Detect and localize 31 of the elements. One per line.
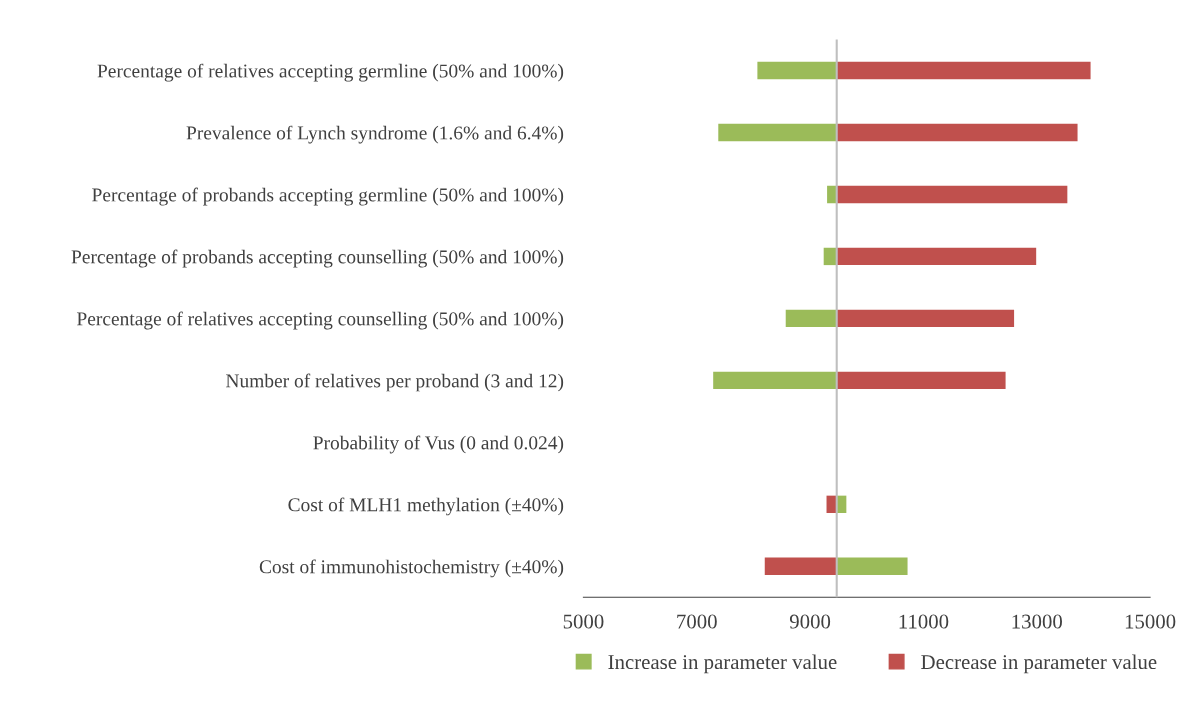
y-tick-label: Percentage of relatives accepting germline (50% and 100%) bbox=[97, 63, 564, 82]
x-tick-label: 7000 bbox=[677, 614, 717, 629]
bar bbox=[836, 123, 1078, 142]
y-tick-label: Percentage of probands accepting counselling (50% and 100%) bbox=[71, 249, 564, 268]
bar bbox=[764, 557, 837, 575]
bar bbox=[713, 371, 837, 390]
y-tick-label: Cost of immunohistochemistry (±40%) bbox=[259, 559, 564, 578]
y-tick-label: Prevalence of Lynch syndrome (1.6% and 6.4%) bbox=[186, 125, 564, 144]
bar bbox=[823, 247, 837, 266]
legend-label: Decrease in parameter value bbox=[921, 654, 1157, 674]
y-tick-label: Percentage of relatives accepting counselling (50% and 100%) bbox=[76, 311, 564, 330]
y-tick-label: Cost of MLH1 methylation (±40%) bbox=[288, 497, 564, 516]
bar bbox=[836, 371, 1006, 390]
x-tick-label: 5000 bbox=[563, 614, 604, 629]
y-tick-label: Percentage of probands accepting germline (50% and 100%) bbox=[92, 187, 564, 206]
x-tick-label: 15000 bbox=[1125, 614, 1176, 629]
y-tick-label: Number of relatives per proband (3 and 12) bbox=[226, 373, 564, 392]
bar bbox=[836, 61, 1091, 80]
bar bbox=[836, 185, 1068, 204]
bar bbox=[827, 185, 837, 204]
y-tick-label: Probability of Vus (0 and 0.024) bbox=[313, 435, 564, 454]
x-tick-label: 11000 bbox=[899, 614, 949, 629]
x-tick-label: 13000 bbox=[1012, 614, 1062, 629]
bar bbox=[836, 247, 1037, 266]
legend-label: Increase in parameter value bbox=[608, 654, 837, 674]
x-tick-label: 9000 bbox=[789, 614, 831, 629]
bar bbox=[757, 61, 837, 80]
bar bbox=[785, 309, 837, 328]
bar bbox=[836, 309, 1015, 328]
bar bbox=[836, 557, 908, 575]
bar bbox=[718, 123, 837, 142]
